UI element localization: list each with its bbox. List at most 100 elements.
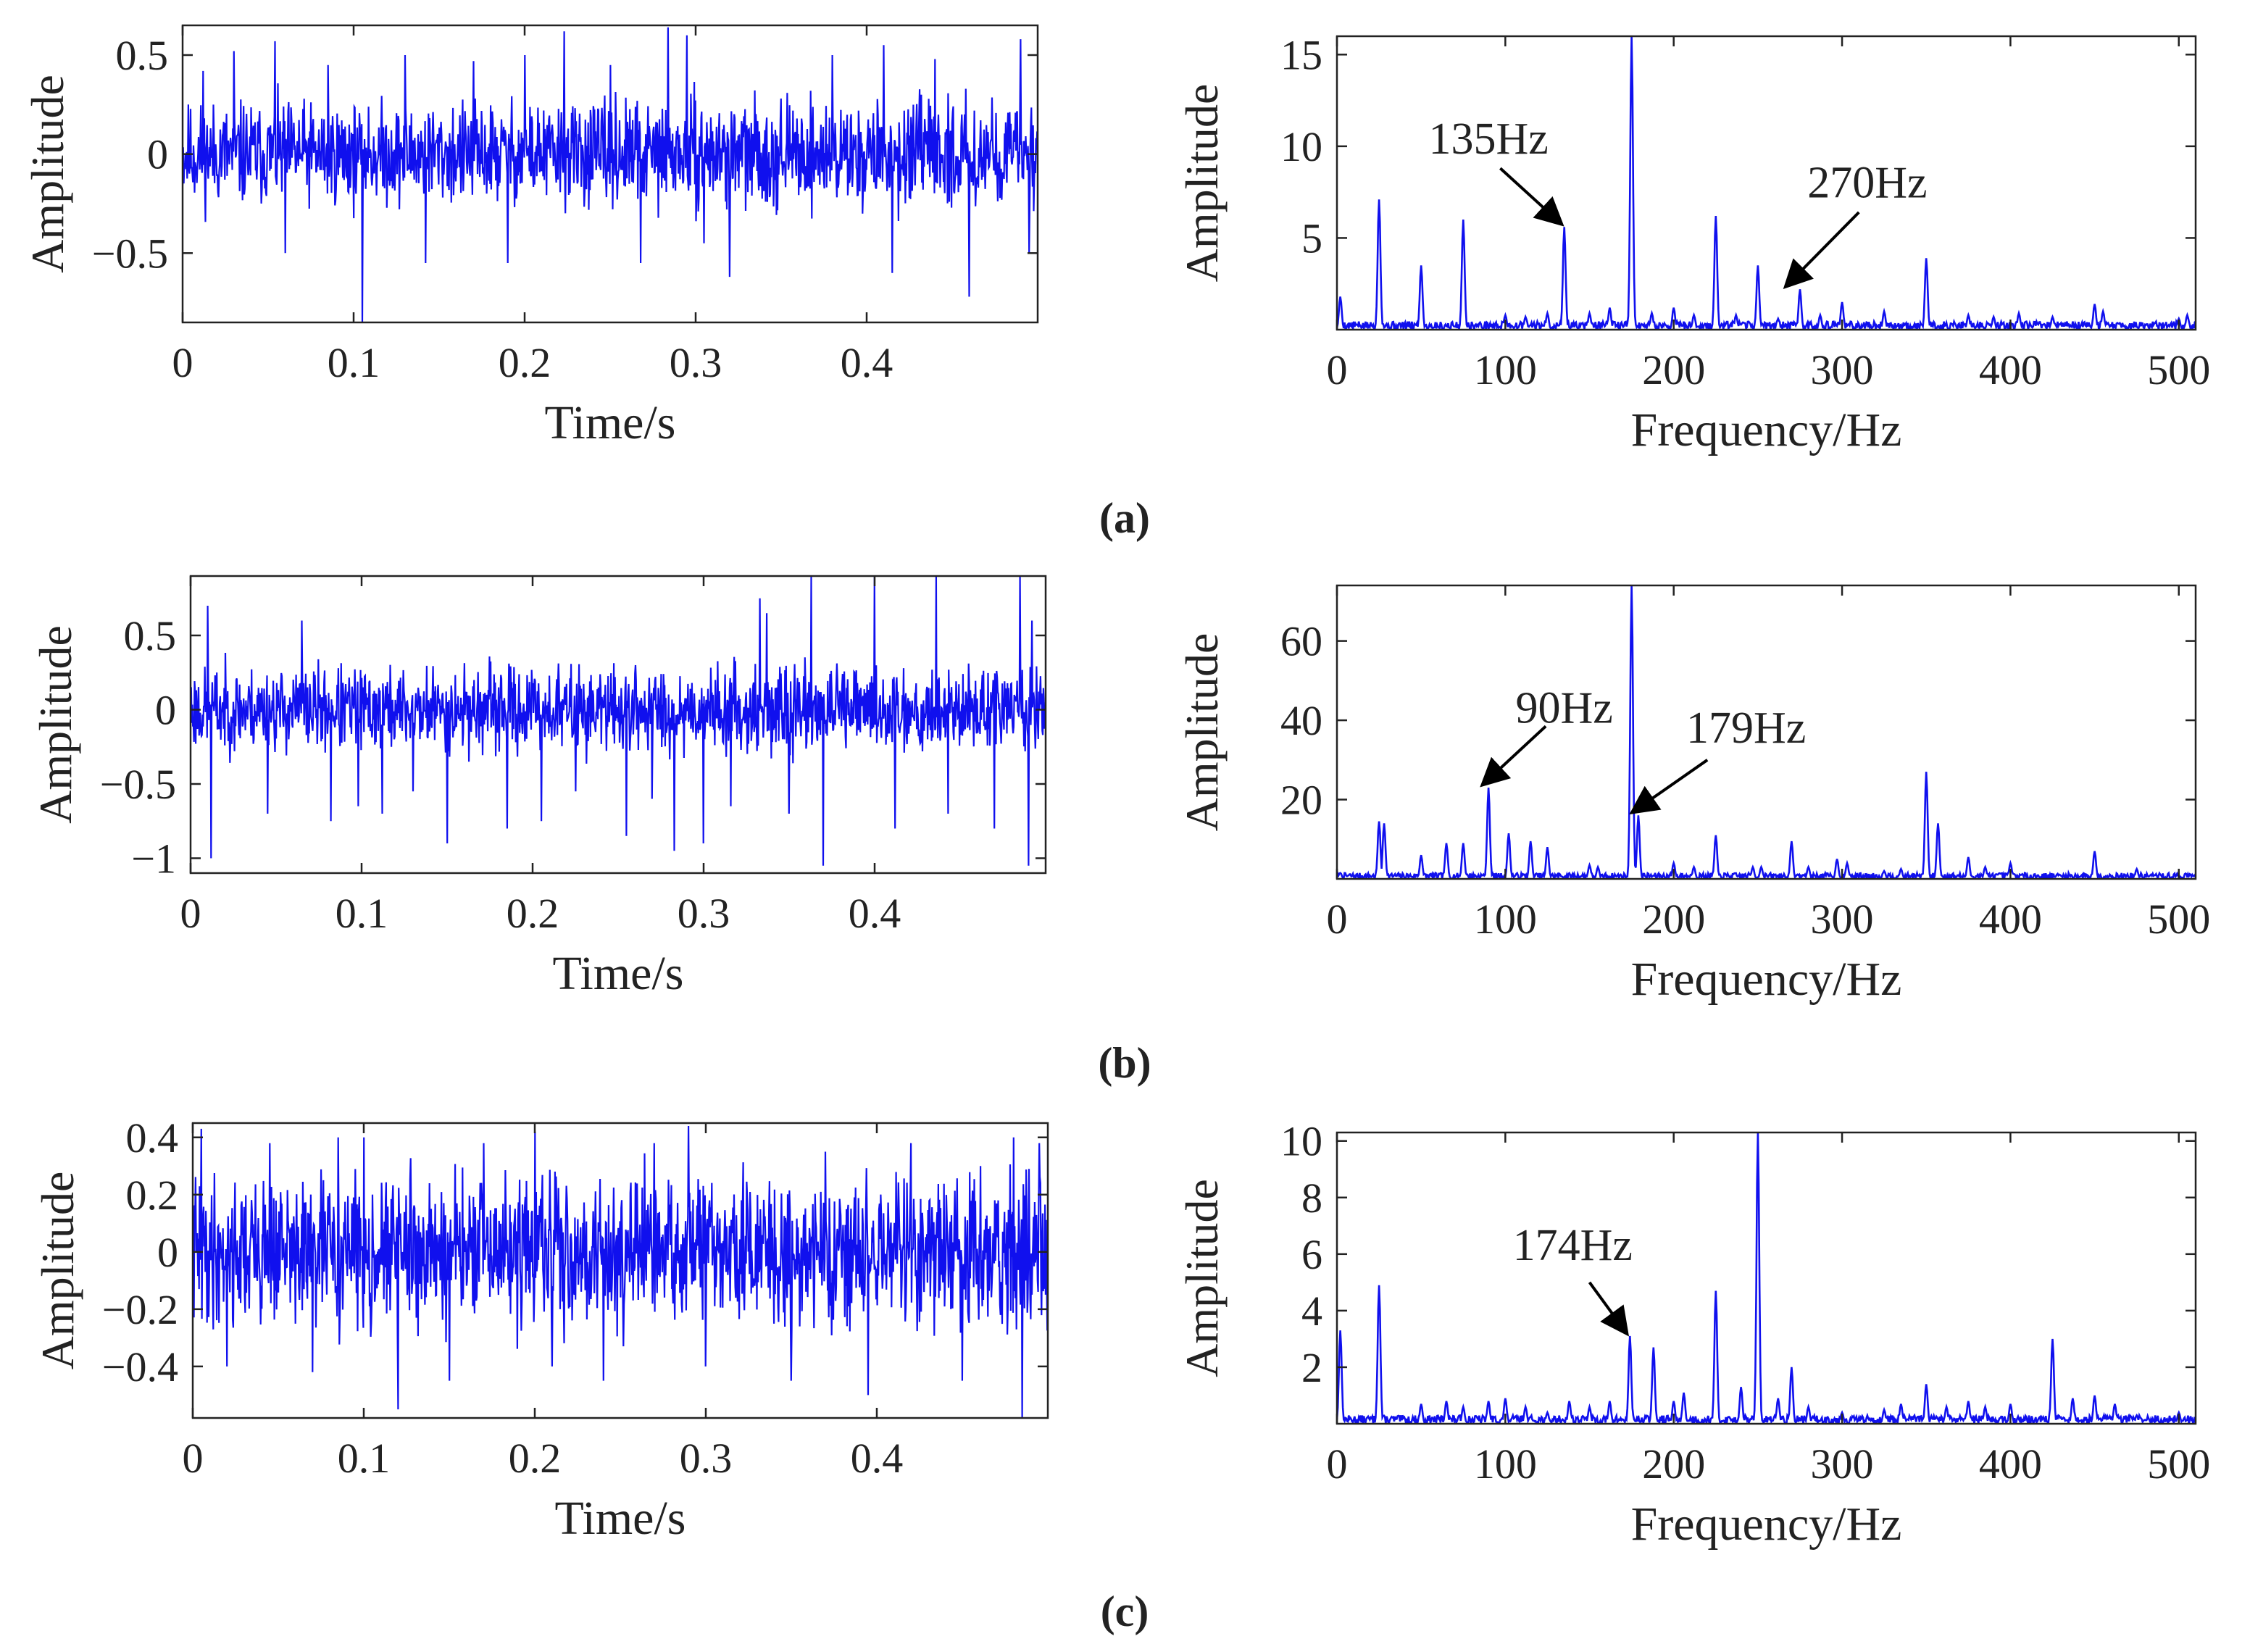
panel-b-spectrum-plot-ytick-label: 60 (1280, 618, 1322, 665)
panel-a-time-plot-ylabel: Amplitude (22, 75, 73, 273)
panel-c-time-plot-series-line (193, 1125, 1048, 1418)
panel-c-spectrum-plot: 0 100 200 300 400 500 2 4 6 8 10 Frequency/Hz Amplit… (1176, 1118, 2210, 1551)
panel-c-spectrum-plot-annotation-arrow (1588, 1281, 1630, 1337)
panel-b-time-plot-xtick-label: 0.2 (507, 890, 559, 937)
panel-c-spectrum-plot-xtick-label: 100 (1474, 1440, 1537, 1488)
panel-c-time-plot-xtick-label: 0.1 (338, 1435, 391, 1482)
panel-a-spectrum-plot-annotation-arrow (1783, 211, 1860, 290)
panel-a-spectrum-plot: 0 100 200 300 400 500 5 10 15 Frequency/Hz Amplitu… (1176, 31, 2210, 456)
panel-c-time-plot: 0 0.1 0.2 0.3 0.4 −0.4 −0.2 0 0.2 0.4 Time/s Amplit… (32, 1114, 1049, 1545)
panel-c-time-plot-xtick-label: 0.4 (851, 1435, 904, 1482)
panel-b-time-plot-xtick-label: 0.3 (678, 890, 730, 937)
panel-c-spectrum-plot-ytick-label: 8 (1301, 1175, 1322, 1222)
panel-c-caption: (c) (1101, 1588, 1149, 1635)
panel-c-spectrum-plot-xtick-label: 300 (1811, 1440, 1874, 1488)
panel-a-time-plot-xtick-label: 0 (172, 339, 193, 386)
panel-c-time-plot-ytick-label: 0 (157, 1229, 178, 1276)
panel-b-time-plot-xtick-label: 0 (180, 890, 201, 937)
panel-a-spectrum-plot-series-line (1337, 36, 2196, 330)
panel-b-spectrum-plot-ytick-label: 20 (1280, 777, 1322, 824)
panel-c-spectrum-plot-ytick-label: 6 (1301, 1231, 1322, 1278)
panel-c-time-plot-xtick-label: 0 (183, 1435, 204, 1482)
panel-a-spectrum-plot-xtick-label: 200 (1642, 346, 1705, 393)
panel-a-time-plot-ytick-label: 0 (147, 131, 168, 178)
panel-a-spectrum-plot-ytick-label: 15 (1280, 31, 1322, 78)
panel-b-time-plot-xtick-label: 0.4 (849, 890, 901, 937)
panel-b-spectrum-plot-xtick-label: 0 (1327, 896, 1348, 943)
panel-b-time-plot-xlabel: Time/s (553, 947, 684, 1000)
panel-a-caption: (a) (1099, 494, 1150, 542)
panel-b-spectrum-plot-xtick-label: 400 (1979, 896, 2042, 943)
panel-c-spectrum-plot-frame (1336, 1131, 2197, 1425)
panel-c-spectrum-plot-xlabel: Frequency/Hz (1631, 1498, 1902, 1551)
panel-b-time-plot: 0 0.1 0.2 0.3 0.4 −1 −0.5 0 0.5 Time/s Amplitude (30, 575, 1047, 1000)
panel-b-spectrum-plot-annotation-arrow (1629, 759, 1709, 815)
panel-b-spectrum-plot-xtick-label: 200 (1642, 896, 1705, 943)
panel-c-time-plot-ytick-label: 0.2 (126, 1172, 179, 1219)
panel-c-time-plot-ytick-label: 0.4 (126, 1114, 179, 1161)
panel-c-spectrum-plot-ytick-label: 2 (1301, 1344, 1322, 1391)
panel-a-spectrum-plot-xlabel: Frequency/Hz (1631, 404, 1902, 456)
panel-c-time-plot-ylabel: Amplitude (32, 1172, 83, 1370)
panel-c-spectrum-plot-xtick-label: 200 (1642, 1440, 1705, 1488)
panel-a-spectrum-plot-xtick-label: 500 (2147, 346, 2210, 393)
panel-b-spectrum-plot-annotation-arrow (1480, 725, 1547, 788)
panel-a-time-plot-ytick-label: −0.5 (92, 230, 168, 277)
panel-b-time-plot-ytick-label: 0 (155, 687, 176, 734)
panel-b-spectrum-plot-xtick-label: 100 (1474, 896, 1537, 943)
panel-b-spectrum-plot-xtick-label: 500 (2147, 896, 2210, 943)
panel-b-spectrum-plot: 0 100 200 300 400 500 20 40 60 Frequency/Hz Amplit… (1176, 584, 2210, 1006)
panel-b-time-plot-ylabel: Amplitude (30, 625, 81, 824)
panel-b-spectrum-plot-ytick-label: 40 (1280, 697, 1322, 744)
panel-a-time-plot-xtick-label: 0.3 (670, 339, 722, 386)
panel-b-spectrum-plot-xtick-label: 300 (1811, 896, 1874, 943)
panel-b-spectrum-plot-xlabel: Frequency/Hz (1631, 953, 1902, 1006)
panel-a-time-plot-xlabel: Time/s (545, 396, 676, 449)
panel-b-spectrum-plot-frame (1336, 584, 2197, 880)
panel-a-spectrum-plot-ytick-label: 5 (1301, 214, 1322, 262)
panel-a-spectrum-plot-ylabel: Amplitude (1176, 84, 1228, 283)
panel-c-time-plot-xtick-label: 0.3 (680, 1435, 733, 1482)
panel-a-time-plot-frame (181, 24, 1039, 324)
panel-a-spectrum-plot-xtick-label: 100 (1474, 346, 1537, 393)
panel-a-time-plot-xtick-label: 0.4 (841, 339, 893, 386)
panel-b-time-plot-ytick-label: 0.5 (124, 612, 177, 659)
panel-a-time-plot-ytick-label: 0.5 (116, 32, 169, 79)
panel-b-spectrum-plot-annotation-label: 90Hz (1516, 684, 1613, 733)
panel-c-time-plot-xlabel: Time/s (555, 1492, 686, 1545)
panel-a-spectrum-plot-xtick-label: 300 (1811, 346, 1874, 393)
panel-a-spectrum-plot-annotation-label: 135Hz (1428, 114, 1548, 164)
panel-a-time-plot: 0 0.1 0.2 0.3 0.4 −0.5 0 0.5 Time/s Amplitude (22, 24, 1039, 449)
panel-b-time-plot-ytick-label: −0.5 (100, 761, 176, 808)
panel-c-time-plot-ytick-label: −0.2 (102, 1286, 178, 1333)
panel-b-spectrum-plot-annotation-label: 179Hz (1686, 704, 1806, 753)
panel-b-spectrum-plot-ylabel: Amplitude (1176, 633, 1228, 832)
panel-b-time-plot-xtick-label: 0.1 (336, 890, 388, 937)
panel-c-spectrum-plot-annotation-label: 174Hz (1513, 1221, 1633, 1270)
panel-b-caption: (b) (1098, 1039, 1151, 1087)
panel-b-time-plot-ytick-label: −1 (131, 835, 176, 883)
panel-a-time-plot-xtick-label: 0.1 (328, 339, 380, 386)
panel-c-spectrum-plot-xtick-label: 500 (2147, 1440, 2210, 1488)
panel-a-spectrum-plot-ytick-label: 10 (1280, 123, 1322, 170)
panel-a-spectrum-plot-frame (1336, 35, 2197, 331)
panel-a-spectrum-plot-annotation-label: 270Hz (1807, 159, 1927, 208)
panel-a-spectrum-plot-annotation-arrow (1499, 167, 1564, 227)
panel-a-time-plot-xtick-label: 0.2 (499, 339, 551, 386)
panel-c-time-plot-ytick-label: −0.4 (102, 1343, 178, 1390)
panel-a-spectrum-plot-xtick-label: 0 (1327, 346, 1348, 393)
panel-c-spectrum-plot-ytick-label: 4 (1301, 1288, 1322, 1335)
panel-b-time-plot-frame (189, 575, 1047, 875)
panel-a-spectrum-plot-xtick-label: 400 (1979, 346, 2042, 393)
panel-c-time-plot-frame (191, 1122, 1049, 1419)
panel-c-spectrum-plot-ylabel: Amplitude (1176, 1179, 1228, 1377)
panel-c-spectrum-plot-xtick-label: 400 (1979, 1440, 2042, 1488)
panel-a-time-plot-series-line (183, 27, 1038, 322)
panel-c-spectrum-plot-ytick-label: 10 (1280, 1118, 1322, 1165)
panel-c-time-plot-xtick-label: 0.2 (509, 1435, 562, 1482)
panel-c-spectrum-plot-series-line (1337, 1132, 2196, 1424)
panel-c-spectrum-plot-xtick-label: 0 (1327, 1440, 1348, 1488)
panel-b-time-plot-series-line (191, 576, 1046, 866)
